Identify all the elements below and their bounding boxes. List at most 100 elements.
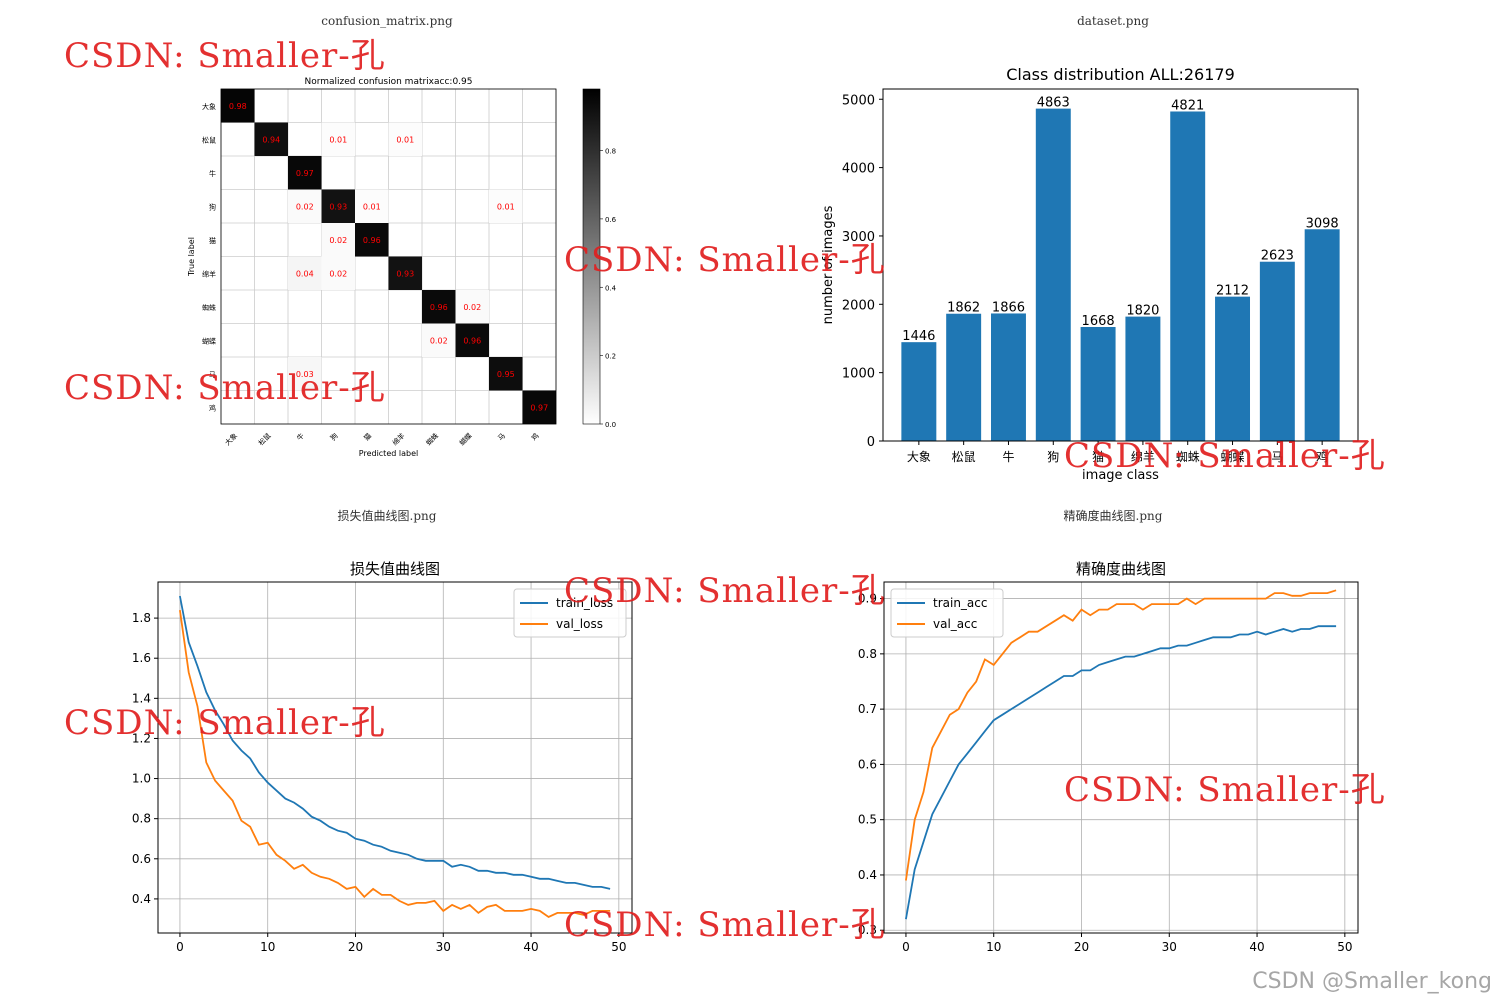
bar	[901, 342, 937, 441]
cm-cell-label: 0.97	[530, 403, 548, 412]
bar-x-tick-label: 牛	[1002, 449, 1014, 464]
cm-x-axis-label: Predicted label	[359, 449, 418, 458]
cm-x-tick-label: 猫	[362, 431, 373, 442]
bar-value-label: 2112	[1216, 284, 1249, 299]
bar	[1170, 111, 1206, 441]
cm-cell	[455, 323, 489, 357]
loss-y-tick-label: 0.8	[132, 812, 151, 826]
bar-value-label: 3098	[1306, 216, 1339, 231]
cm-x-tick-label: 鸡	[529, 431, 540, 442]
cm-colorbar-tick-label: 0.2	[605, 353, 616, 361]
cm-frame	[220, 88, 557, 425]
cm-colorbar-tick-label: 0.4	[605, 284, 617, 292]
acc-legend-label: train_acc	[933, 596, 987, 610]
bar-axes-frame	[882, 88, 1359, 442]
cm-cell	[355, 189, 389, 223]
bar	[1035, 108, 1071, 442]
loss-curve-file-caption: 损失值曲线图.png	[337, 509, 437, 523]
acc-x-tick-label: 40	[1249, 940, 1264, 954]
bar	[990, 313, 1026, 441]
cm-cell	[455, 290, 489, 324]
cm-cell	[321, 122, 355, 156]
bar	[1125, 316, 1161, 441]
cm-x-tick-label: 牛	[295, 431, 306, 442]
cm-cell-label: 0.94	[262, 135, 280, 144]
bar	[1259, 261, 1295, 441]
bar-y-tick-label: 5000	[842, 93, 875, 108]
acc-x-tick-label: 30	[1162, 940, 1177, 954]
acc-y-tick-label: 0.4	[858, 868, 877, 882]
acc-y-tick-label: 0.5	[858, 813, 877, 827]
acc-y-tick-label: 0.3	[858, 923, 877, 937]
loss-y-tick-label: 1.2	[132, 731, 151, 745]
cm-y-tick-label: 马	[209, 371, 216, 379]
cm-y-tick-label: 蝴蝶	[202, 336, 216, 345]
loss-x-tick-label: 10	[260, 940, 275, 954]
cm-cell	[522, 390, 556, 424]
bar-value-label: 1668	[1082, 314, 1115, 329]
acc-x-tick-label: 50	[1337, 940, 1352, 954]
cm-colorbar-tick-label: 0.6	[605, 216, 617, 224]
bar-y-tick-label: 1000	[842, 367, 875, 382]
cm-cell	[288, 357, 322, 391]
cm-cell-label: 0.96	[430, 303, 448, 312]
cm-y-tick-label: 松鼠	[202, 135, 216, 144]
footer-credit: CSDN @Smaller_kong	[1252, 969, 1492, 994]
bar-x-tick-label: 绵羊	[1131, 449, 1155, 464]
bar-x-tick-label: 大象	[907, 450, 931, 464]
acc-x-tick-label: 20	[1074, 940, 1089, 954]
cm-cell-label: 0.96	[363, 236, 381, 245]
bar-x-tick-label: 松鼠	[952, 450, 976, 464]
class-distribution-chart: Class distribution ALL:26179 1446 大象 1862 松鼠…	[821, 65, 1359, 483]
cm-cell	[422, 290, 456, 324]
cm-cell-label: 0.02	[329, 236, 347, 245]
loss-x-tick-label: 20	[348, 940, 363, 954]
bar-chart-title: Class distribution ALL:26179	[1006, 65, 1235, 84]
bar-value-label: 1866	[992, 300, 1025, 315]
loss-y-tick-label: 1.0	[132, 772, 151, 786]
cm-y-tick-label: 大象	[202, 102, 216, 111]
cm-cell	[388, 256, 422, 290]
loss-x-tick-label: 30	[436, 940, 451, 954]
cm-cell	[288, 256, 322, 290]
loss-curve-chart: 损失值曲线图 0 10 20 30 40 50 0.4 0.6 0.8 1.0 1.2 1.4 1.6 1.…	[132, 560, 633, 954]
cm-cell-label: 0.93	[329, 202, 347, 211]
cm-cell	[388, 122, 422, 156]
loss-y-tick-label: 1.4	[132, 691, 151, 705]
cm-cell-label: 0.02	[463, 303, 481, 312]
bar-value-label: 1446	[902, 329, 935, 344]
acc-x-tick-label: 0	[902, 940, 910, 954]
cm-y-tick-label: 狗	[209, 202, 216, 211]
loss-x-tick-label: 40	[523, 940, 538, 954]
confusion-matrix-chart: Normalized confusion matrixacc:0.95 0.98 0…	[187, 77, 617, 458]
cm-title: Normalized confusion matrixacc:0.95	[304, 77, 472, 87]
loss-y-tick-label: 1.8	[132, 611, 151, 625]
cm-cell	[288, 189, 322, 223]
cm-x-tick-label: 马	[497, 432, 508, 443]
cm-x-tick-label: 蝴蝶	[457, 431, 473, 447]
cm-y-tick-label: 鸡	[209, 403, 216, 412]
bar-value-label: 1820	[1126, 304, 1159, 319]
cm-y-tick-label: 蜘蛛	[202, 303, 216, 312]
cm-y-tick-label: 猫	[209, 236, 216, 245]
bar-x-tick-label: 马	[1271, 450, 1283, 464]
loss-x-tick-label: 50	[611, 940, 626, 954]
cm-cell	[321, 189, 355, 223]
cm-colorbar-tick-label: 0.0	[605, 421, 616, 429]
cm-cell	[221, 89, 255, 123]
cm-cell-label: 0.98	[229, 102, 247, 111]
loss-x-tick-label: 0	[176, 940, 184, 954]
acc-series-line	[905, 625, 1337, 920]
bar-x-tick-label: 猫	[1092, 450, 1104, 464]
cm-y-axis-label: True label	[187, 237, 196, 277]
bar	[1304, 229, 1340, 441]
cm-cell-label: 0.02	[430, 336, 448, 345]
cm-cell	[321, 223, 355, 257]
cm-x-tick-label: 狗	[328, 431, 339, 442]
cm-cell-label: 0.01	[497, 202, 515, 211]
cm-colorbar	[582, 88, 601, 425]
cm-y-tick-label: 牛	[209, 169, 216, 178]
cm-cell-label: 0.97	[296, 169, 314, 178]
bar-x-tick-label: 鸡	[1316, 449, 1328, 464]
dataset-file-caption: dataset.png	[1077, 14, 1149, 28]
